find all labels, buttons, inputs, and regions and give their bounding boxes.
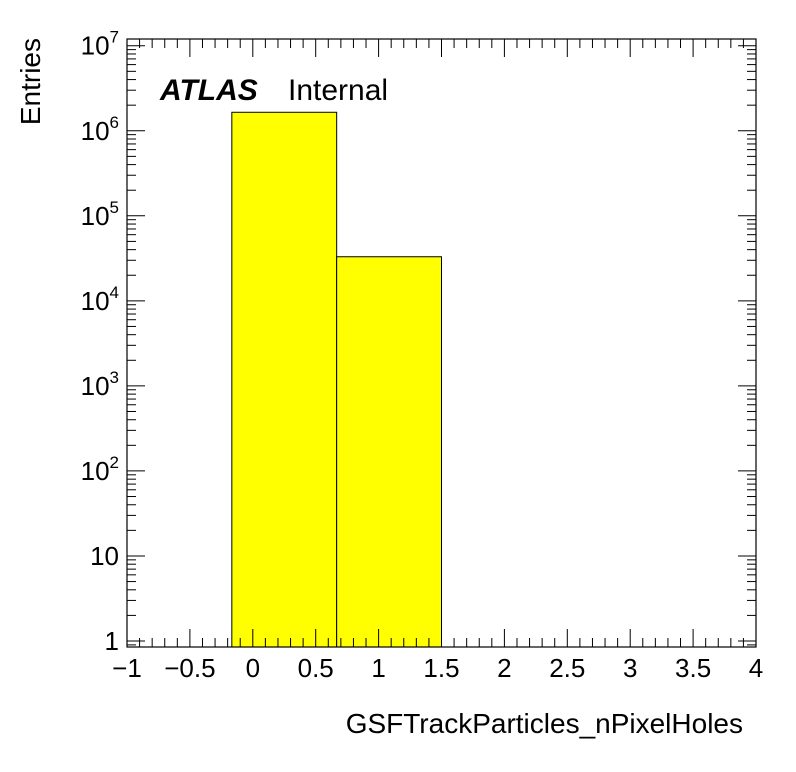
bars-layer [231, 111, 443, 648]
y-tick-label: 10 [90, 541, 119, 571]
x-tick-label: −0.5 [164, 653, 215, 683]
x-tick-label: 0.5 [298, 653, 334, 683]
y-tick-label: 105 [81, 198, 119, 231]
y-tick-label: 102 [81, 453, 119, 486]
x-tick-label: 3 [623, 653, 637, 683]
histogram-bar-1 [336, 256, 443, 648]
y-tick-label: 103 [81, 368, 119, 401]
y-tick-labels: 1 10 102 103 104 105 106 107 [81, 28, 119, 656]
y-tick-label: 104 [81, 283, 119, 316]
internal-label: Internal [288, 74, 388, 107]
x-tick-label: 4 [749, 653, 763, 683]
atlas-label: ATLAS [159, 74, 258, 107]
x-tick-label: 2.5 [549, 653, 585, 683]
y-tick-label: 1 [105, 626, 119, 656]
x-tick-label: 1 [371, 653, 385, 683]
minor-ticks-layer [127, 39, 756, 647]
plot-frame [126, 38, 757, 648]
x-tick-label: 1.5 [423, 653, 459, 683]
histogram-bar-0 [231, 111, 338, 648]
x-tick-label: 2 [497, 653, 511, 683]
x-tick-labels: −1 −0.5 0 0.5 1 1.5 2 2.5 3 3.5 4 [112, 653, 763, 683]
x-tick-label: −1 [112, 653, 142, 683]
y-axis-title: Entries [15, 38, 46, 125]
x-tick-label: 0 [246, 653, 260, 683]
x-tick-label: 3.5 [675, 653, 711, 683]
y-tick-label: 106 [81, 113, 119, 146]
y-tick-label: 107 [81, 28, 119, 61]
x-axis-title: GSFTrackParticles_nPixelHoles [346, 708, 743, 739]
